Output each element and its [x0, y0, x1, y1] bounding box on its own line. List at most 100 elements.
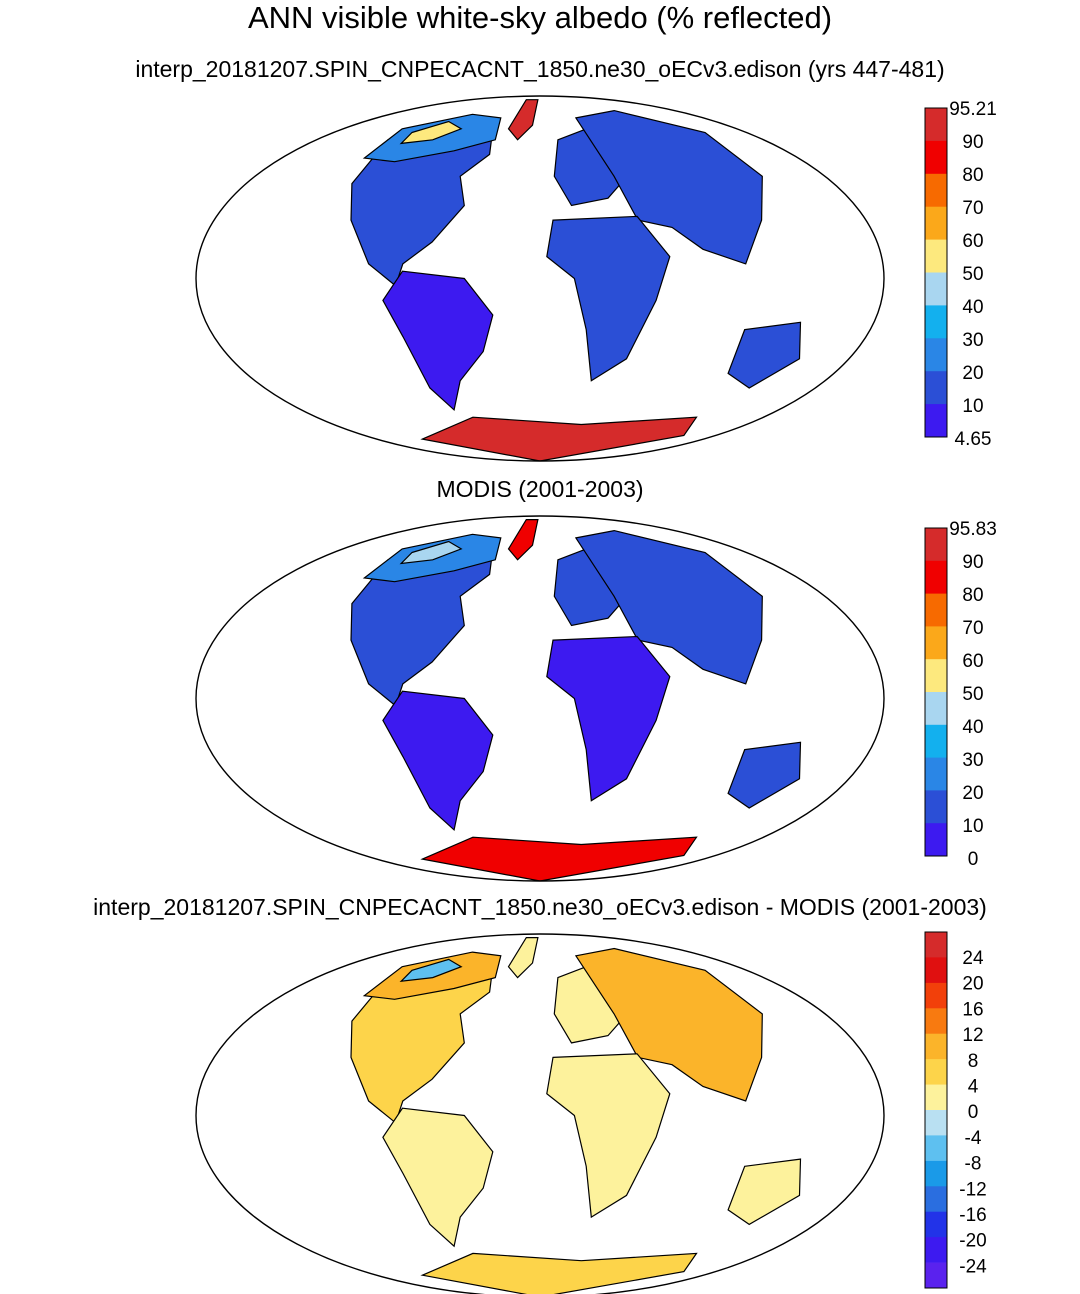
land-layer	[350, 519, 802, 881]
colorbar-label: 50	[962, 684, 983, 705]
colorbar-label: 70	[962, 618, 983, 639]
colorbar-label: -4	[965, 1128, 982, 1149]
colorbar-swatch	[925, 1110, 947, 1136]
map-outline	[195, 515, 885, 882]
colorbar-swatch	[925, 305, 947, 339]
arctic-fringe-region	[399, 958, 463, 982]
colorbar-label: 20	[962, 974, 983, 995]
colorbar-frame	[924, 931, 948, 1289]
asia-region	[574, 947, 763, 1102]
colorbar-label: 10	[962, 396, 983, 417]
colorbar-label: 0	[968, 849, 979, 870]
greenland-region	[507, 937, 539, 979]
colorbar-swatch	[925, 724, 947, 758]
land-layer	[350, 937, 802, 1294]
colorbar-label: 60	[962, 231, 983, 252]
colorbar-label: 4	[968, 1077, 979, 1098]
africa-region	[546, 215, 671, 382]
colorbar-swatch	[925, 108, 947, 142]
colorbar-3: 24 20 16 12 8 4 0 -4 -8 -12 -16 -20 -24	[924, 931, 987, 1289]
colorbar-label: 95.83	[949, 519, 997, 540]
colorbar-swatch	[925, 790, 947, 824]
asia-region	[574, 109, 763, 265]
colorbar-label: 70	[962, 198, 983, 219]
colorbar-label: 90	[962, 552, 983, 573]
colorbar-label: 10	[962, 816, 983, 837]
colorbar-swatch	[925, 1008, 947, 1035]
colorbar-swatch	[925, 173, 947, 208]
colorbar-swatch	[925, 1186, 947, 1213]
colorbar-swatch	[925, 626, 947, 660]
colorbar-label: 60	[962, 651, 983, 672]
colorbar-swatch	[925, 692, 947, 726]
colorbar-swatch	[925, 528, 947, 562]
panel-3-title: interp_20181207.SPIN_CNPECACNT_1850.ne30…	[93, 894, 987, 920]
australia-region	[727, 741, 802, 809]
south-america-region	[382, 270, 494, 412]
colorbar-label: 20	[962, 783, 983, 804]
colorbar-swatch	[925, 957, 947, 984]
colorbar-swatch	[925, 823, 947, 857]
colorbar-2: 95.83 90 80 70 60 50 40 30 20 10 0	[924, 519, 997, 870]
colorbar-frame	[924, 527, 948, 857]
colorbar-swatch	[925, 659, 947, 693]
colorbar-1: 95.21 90 80 70 60 50 40 30 20 10 4.65	[924, 99, 997, 450]
colorbar-label: 24	[962, 948, 984, 969]
colorbar-frame	[924, 107, 948, 438]
panel-1-title: interp_20181207.SPIN_CNPECACNT_1850.ne30…	[135, 56, 945, 82]
colorbar-swatch	[925, 593, 947, 627]
colorbar-label: 90	[962, 132, 983, 153]
south-america-region	[382, 1107, 494, 1248]
colorbar-label: 95.21	[949, 99, 997, 120]
africa-region	[546, 635, 671, 802]
colorbar-label: 50	[962, 264, 983, 285]
colorbar-label: 16	[962, 999, 983, 1020]
colorbar-swatch	[925, 1084, 947, 1111]
colorbar-swatch	[925, 1135, 947, 1162]
map-panel-2	[195, 515, 885, 882]
map-outline	[195, 95, 885, 462]
colorbar-swatch	[925, 371, 947, 405]
antarctica-region	[420, 416, 698, 461]
colorbar-swatch	[925, 1211, 947, 1238]
arctic-fringe-region	[399, 120, 463, 145]
africa-region	[546, 1053, 671, 1219]
colorbar-swatch	[925, 1033, 947, 1060]
colorbar-label: 80	[962, 585, 983, 606]
colorbar-swatch	[925, 404, 947, 438]
colorbar-swatch	[925, 1237, 947, 1263]
land-layer	[350, 99, 802, 461]
colorbar-label: -24	[959, 1256, 987, 1277]
south-america-region	[382, 690, 494, 832]
arctic-fringe-region	[399, 540, 463, 565]
antarctica-region	[420, 836, 698, 881]
colorbar-label: -16	[959, 1205, 986, 1226]
colorbar-label: 8	[968, 1051, 979, 1072]
greenland-region	[507, 519, 539, 561]
colorbar-label: -8	[965, 1154, 982, 1175]
colorbar-label: 20	[962, 363, 983, 384]
colorbar-swatch	[925, 560, 947, 594]
colorbar-label: -12	[959, 1179, 986, 1200]
colorbar-swatch	[925, 140, 947, 175]
colorbar-swatch	[925, 272, 947, 306]
australia-region	[727, 1158, 802, 1226]
colorbar-label: 30	[962, 750, 983, 771]
colorbar-label: 4.65	[955, 429, 992, 450]
map-panel-3	[195, 933, 885, 1294]
colorbar-swatch	[925, 338, 947, 372]
colorbar-swatch	[925, 982, 947, 1009]
panel-2-title: MODIS (2001-2003)	[436, 476, 644, 502]
colorbar-label: 80	[962, 165, 983, 186]
antarctica-region	[420, 1252, 698, 1294]
colorbar-swatch	[925, 757, 947, 791]
australia-region	[727, 321, 802, 389]
map-outline	[195, 933, 885, 1294]
map-panel-1	[195, 95, 885, 462]
colorbar-label: 40	[962, 297, 983, 318]
colorbar-swatch	[925, 932, 947, 958]
asia-region	[574, 529, 763, 685]
colorbar-label: 30	[962, 330, 983, 351]
colorbar-label: 0	[968, 1102, 979, 1123]
